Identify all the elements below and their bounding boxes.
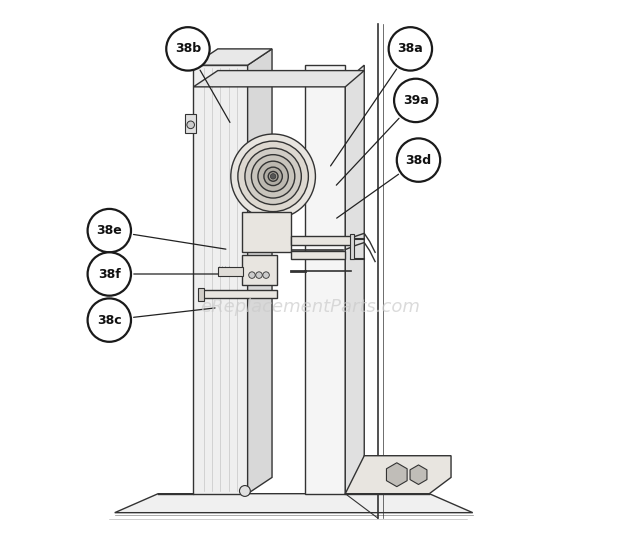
Text: 38a: 38a (397, 42, 423, 55)
Polygon shape (193, 71, 364, 87)
Circle shape (249, 272, 255, 278)
FancyBboxPatch shape (242, 255, 278, 285)
Text: 38c: 38c (97, 313, 122, 327)
Text: 38e: 38e (97, 224, 122, 237)
Circle shape (231, 134, 316, 219)
FancyBboxPatch shape (291, 251, 345, 259)
Circle shape (87, 299, 131, 342)
Circle shape (263, 272, 269, 278)
Circle shape (252, 155, 295, 198)
Circle shape (256, 272, 262, 278)
Text: 38f: 38f (98, 267, 121, 281)
Circle shape (394, 79, 438, 122)
FancyBboxPatch shape (193, 65, 247, 494)
Circle shape (87, 252, 131, 296)
Circle shape (187, 121, 195, 129)
Text: eReplacementParts.com: eReplacementParts.com (200, 298, 420, 316)
Text: 39a: 39a (403, 94, 428, 107)
Circle shape (245, 148, 301, 204)
Polygon shape (185, 114, 196, 133)
FancyBboxPatch shape (350, 235, 354, 259)
Polygon shape (345, 65, 364, 494)
Circle shape (389, 27, 432, 71)
Text: 38d: 38d (405, 153, 432, 167)
FancyBboxPatch shape (291, 236, 351, 245)
Circle shape (270, 174, 276, 179)
FancyBboxPatch shape (218, 267, 243, 276)
Circle shape (264, 167, 282, 186)
Polygon shape (115, 494, 472, 513)
FancyBboxPatch shape (304, 65, 345, 494)
FancyBboxPatch shape (198, 288, 204, 301)
Polygon shape (193, 49, 272, 65)
Circle shape (239, 486, 250, 496)
Polygon shape (345, 456, 451, 494)
Circle shape (166, 27, 210, 71)
FancyBboxPatch shape (202, 290, 278, 299)
Text: 38b: 38b (175, 42, 201, 55)
Circle shape (238, 141, 308, 212)
Circle shape (268, 172, 278, 181)
Circle shape (258, 161, 288, 192)
Polygon shape (247, 49, 272, 494)
Circle shape (87, 209, 131, 252)
Circle shape (397, 139, 440, 182)
FancyBboxPatch shape (242, 212, 291, 252)
